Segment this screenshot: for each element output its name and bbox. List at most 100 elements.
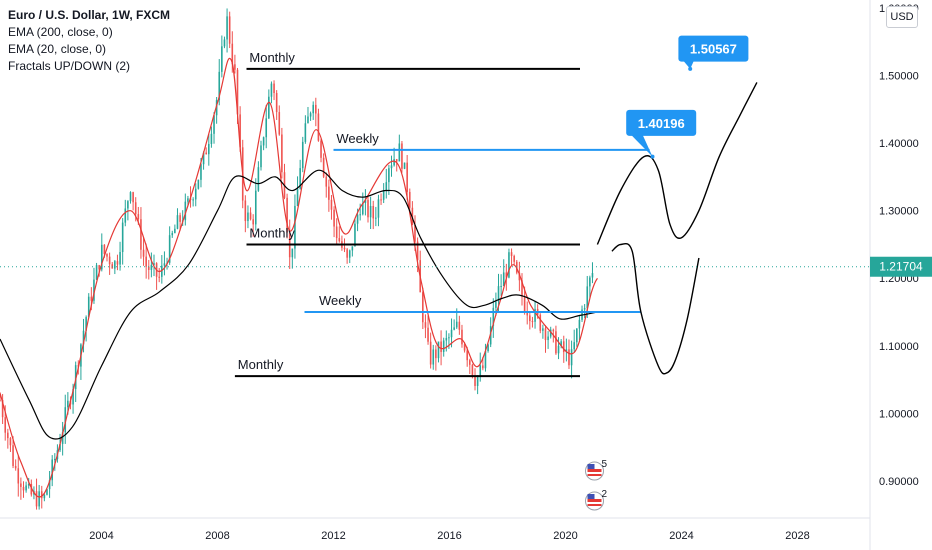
candle-body	[578, 319, 581, 329]
candle-body	[589, 277, 591, 287]
candle-body	[223, 39, 226, 47]
candle-body	[137, 214, 140, 220]
candle-body	[46, 489, 48, 495]
candle-body	[7, 432, 9, 439]
candle-body	[100, 244, 103, 270]
candle-body	[194, 188, 197, 200]
candle-body	[257, 167, 260, 191]
legend-indicator-ema-20[interactable]: EMA (20, close, 0)	[8, 42, 107, 56]
candle-body	[562, 341, 565, 353]
x-tick-label: 2012	[321, 530, 345, 542]
candle-body	[586, 286, 589, 309]
candle-body	[85, 317, 87, 331]
candle-body	[482, 365, 484, 369]
candle-body	[25, 485, 27, 491]
level-label: Monthly	[238, 357, 284, 372]
candle-body	[328, 186, 330, 200]
candle-body	[12, 445, 14, 466]
candle-body	[372, 205, 375, 219]
candle-body	[367, 199, 369, 218]
candle-body	[427, 327, 429, 342]
legend-indicator-ema-200[interactable]: EMA (200, close, 0)	[8, 25, 113, 39]
candle-body	[315, 104, 317, 114]
candle-body	[502, 272, 505, 287]
candle-body	[591, 273, 594, 278]
candle-body	[435, 349, 437, 359]
candle-body	[147, 266, 150, 270]
candle-body	[236, 69, 239, 115]
candle-body	[455, 321, 458, 328]
candle-body	[30, 483, 33, 495]
candle-body	[542, 328, 544, 331]
candle-body	[471, 364, 474, 377]
candle-body	[161, 265, 163, 277]
candle-body	[518, 272, 521, 281]
candle-body	[205, 152, 207, 155]
candle-body	[497, 286, 500, 302]
candle-body	[351, 246, 354, 251]
currency-selector[interactable]: USD	[886, 6, 918, 28]
candle-body	[495, 301, 497, 308]
candle-body	[296, 188, 299, 206]
ema-20-line	[0, 58, 598, 498]
candle-body	[87, 296, 90, 318]
candle-body	[523, 296, 526, 313]
candle-body	[38, 491, 40, 507]
candle-body	[179, 215, 181, 222]
candle-body	[265, 118, 268, 138]
target-callout-box	[678, 35, 749, 62]
candle-body	[82, 330, 85, 345]
candle-body	[406, 162, 408, 192]
candle-body	[573, 342, 575, 350]
candle-body	[260, 145, 262, 168]
candle-body	[106, 254, 108, 257]
legend-title: Euro / U.S. Dollar, 1W, FXCM	[8, 8, 171, 22]
candle-body	[20, 483, 22, 487]
candle-body	[375, 217, 377, 219]
candle-body	[168, 235, 171, 263]
candle-body	[390, 165, 393, 169]
candle-body	[226, 16, 228, 40]
candle-body	[529, 315, 531, 322]
candle-body	[108, 256, 111, 265]
candle-body	[67, 400, 69, 408]
candle-body	[526, 312, 529, 316]
candle-body	[560, 341, 562, 346]
candle-body	[231, 43, 234, 65]
candle-body	[380, 199, 382, 201]
candle-body	[244, 200, 247, 222]
candle-body	[40, 491, 43, 499]
candle-body	[422, 292, 424, 323]
candle-body	[127, 201, 129, 209]
candle-body	[557, 345, 560, 354]
y-tick-label: 1.30000	[879, 206, 919, 218]
candle-body	[275, 93, 278, 113]
candle-body	[176, 215, 179, 229]
candle-body	[121, 222, 124, 253]
candle-body	[359, 214, 361, 216]
candle-body	[249, 212, 252, 220]
candle-body	[424, 322, 427, 328]
candle-body	[377, 199, 380, 218]
candle-body	[448, 337, 450, 339]
candle-body	[197, 179, 200, 189]
candle-body	[364, 199, 367, 203]
target-callout-box	[626, 109, 697, 136]
candle-body	[228, 16, 231, 44]
candle-body	[531, 321, 534, 323]
event-flag-stripe	[587, 469, 602, 472]
candle-body	[414, 224, 416, 242]
target-anchor-dot	[688, 66, 693, 71]
candle-body	[95, 265, 98, 280]
candle-body	[51, 459, 53, 481]
candle-body	[513, 255, 515, 262]
legend-indicator-fractals[interactable]: Fractals UP/DOWN (2)	[8, 59, 131, 73]
target-label: 1.50567	[690, 42, 737, 57]
candle-body	[210, 133, 213, 144]
candle-body	[330, 199, 333, 210]
candle-body	[356, 214, 359, 224]
candle-body	[320, 140, 322, 158]
target-label: 1.40196	[638, 116, 685, 131]
